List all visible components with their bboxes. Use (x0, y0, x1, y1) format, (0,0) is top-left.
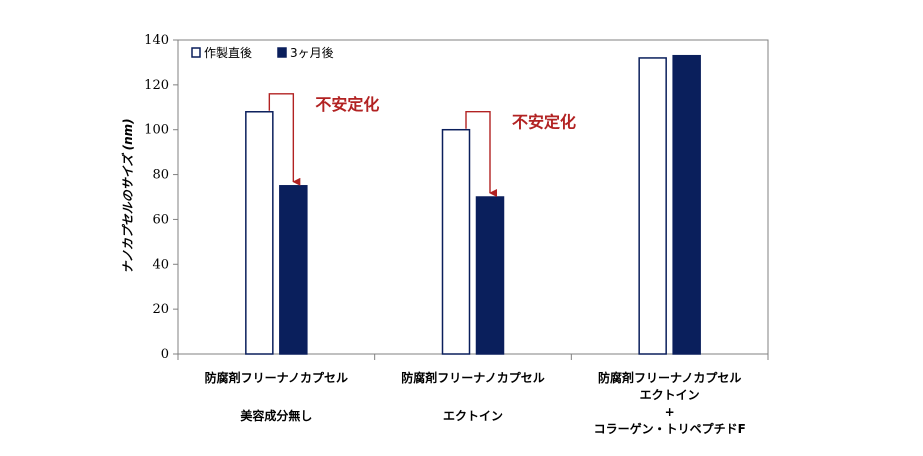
legend-label: 3ヶ月後 (290, 46, 334, 60)
y-tick-label: 100 (144, 123, 169, 138)
y-tick-label: 140 (144, 33, 169, 48)
bar-initial (441, 128, 471, 355)
category-label: エクトイン (443, 409, 503, 423)
y-tick-label: 60 (152, 212, 169, 227)
legend: 作製直後 3ヶ月後 (191, 46, 334, 60)
category-label: 防腐剤フリーナノカプセル (401, 370, 544, 385)
y-tick-label: 20 (152, 302, 169, 317)
instability-label: 不安定化 (315, 95, 379, 114)
category-label: コラーゲン・トリペプチドF (594, 421, 746, 436)
category-label: 防腐剤フリーナノカプセル (598, 370, 741, 385)
category-label: 美容成分無し (240, 408, 312, 423)
y-tick-label: 80 (152, 168, 169, 183)
bar-three-months (279, 185, 308, 355)
bar-three-months (475, 196, 505, 355)
legend-swatch (277, 47, 287, 58)
category-label: 防腐剤フリーナノカプセル (205, 370, 348, 385)
y-tick-label: 0 (161, 347, 169, 362)
axes: 0 20 40 60 80 100 120 140 (144, 33, 769, 362)
bars (245, 54, 701, 355)
category-label: エクトイン (640, 388, 700, 402)
instability-label: 不安定化 (512, 113, 576, 132)
legend-swatch (191, 47, 201, 58)
bar-initial (638, 57, 667, 355)
bar-initial (245, 111, 274, 355)
category-label: + (665, 405, 675, 419)
y-tick-label: 120 (144, 78, 169, 93)
category-labels: 防腐剤フリーナノカプセル美容成分無し防腐剤フリーナノカプセルエクトイン防腐剤フリ… (205, 370, 746, 436)
bar-three-months (672, 54, 701, 355)
instability-arrow (268, 93, 301, 186)
instability-arrow (465, 111, 497, 197)
y-axis-label: ナノカプセルのサイズ (nm) (121, 118, 135, 273)
y-tick-label: 40 (152, 257, 169, 272)
legend-label: 作製直後 (204, 46, 252, 60)
